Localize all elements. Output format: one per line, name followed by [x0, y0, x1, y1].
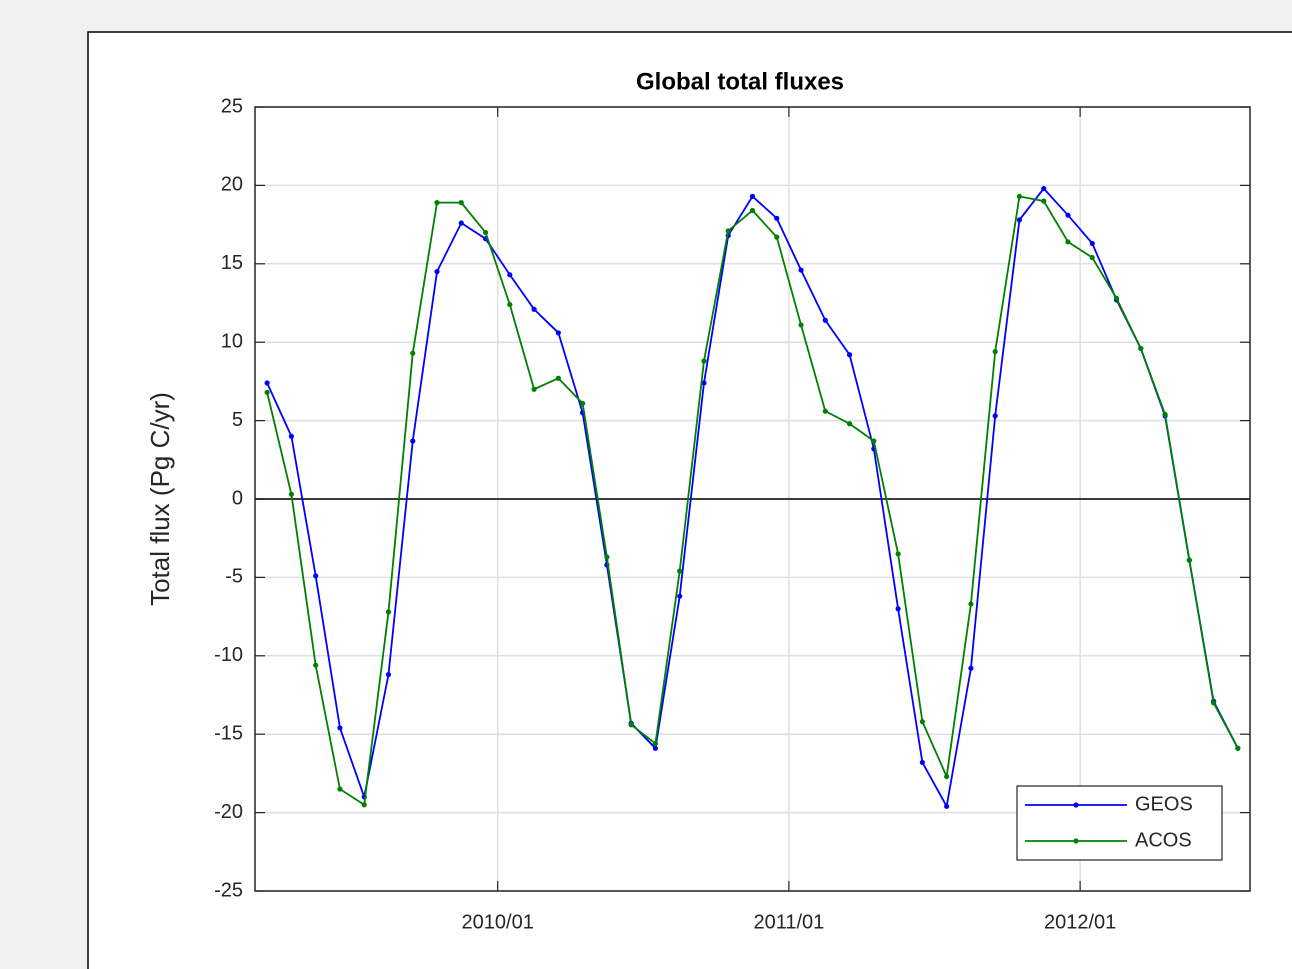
series-marker [822, 317, 828, 323]
series-marker [1162, 411, 1168, 417]
series-marker [1089, 240, 1095, 247]
series-marker [434, 269, 440, 275]
series-marker [1041, 185, 1047, 192]
y-tick-label: -15 [214, 722, 243, 744]
series-marker [628, 722, 634, 728]
series-marker [652, 741, 659, 747]
y-tick-label: 15 [221, 252, 243, 274]
series-marker [798, 322, 804, 328]
legend-marker [1073, 838, 1079, 844]
x-tick-label: 2011/01 [753, 911, 824, 933]
series-marker [1016, 217, 1023, 223]
series-marker [361, 802, 367, 808]
series-marker [288, 433, 295, 439]
series-marker [701, 380, 707, 386]
legend-label: ACOS [1135, 829, 1192, 851]
y-tick-label: -10 [214, 644, 243, 666]
series-marker [701, 358, 707, 364]
y-tick-label: 10 [221, 330, 243, 352]
series-marker [531, 306, 537, 312]
series-marker [846, 421, 853, 427]
series-marker [798, 267, 804, 273]
series-marker [919, 719, 925, 725]
series-marker [410, 350, 416, 356]
series-marker [1065, 239, 1071, 245]
series-marker [337, 725, 343, 731]
series-marker [895, 606, 901, 612]
series-marker [507, 301, 513, 308]
series-marker [264, 389, 270, 395]
series-marker [458, 220, 464, 226]
y-tick-label: 5 [232, 409, 243, 431]
series-marker [677, 593, 683, 599]
series-marker [604, 554, 610, 560]
series-marker [458, 200, 464, 206]
legend-box [1016, 785, 1223, 861]
series-marker [919, 759, 925, 766]
series-marker [580, 400, 586, 406]
series-marker [1235, 745, 1241, 751]
series-marker [507, 272, 513, 278]
series-marker [895, 551, 901, 557]
series-marker [944, 773, 950, 780]
y-tick-label: 20 [221, 174, 243, 196]
series-marker [1041, 198, 1047, 204]
legend-marker [1073, 802, 1079, 808]
series-marker [1186, 557, 1192, 563]
series-marker [1138, 345, 1144, 352]
series-marker [531, 386, 537, 392]
series-marker [725, 228, 731, 234]
series-marker [288, 491, 295, 497]
series-marker [410, 438, 416, 444]
legend-label: GEOS [1135, 793, 1193, 815]
series-marker [1089, 254, 1095, 261]
series-marker [555, 330, 561, 336]
series-marker [749, 207, 756, 214]
series-marker [482, 229, 489, 236]
series-marker [822, 408, 828, 414]
series-marker [652, 745, 659, 751]
series-marker [871, 438, 877, 444]
series-marker [774, 234, 780, 240]
series-marker [385, 609, 392, 615]
series-marker [1065, 212, 1071, 218]
y-tick-label: 0 [232, 487, 243, 509]
y-tick-label: 25 [221, 95, 243, 117]
series-marker [337, 786, 343, 792]
series-marker [1210, 700, 1217, 706]
y-tick-label: -20 [214, 801, 243, 823]
series-marker [992, 413, 998, 419]
series-marker [968, 601, 974, 607]
series-marker [944, 803, 950, 809]
series-marker [434, 200, 440, 206]
chart-title: Global total fluxes [636, 68, 844, 95]
axes-box [254, 106, 1251, 892]
y-axis-label: Total flux (Pg C/yr) [145, 392, 175, 606]
series-marker [313, 573, 319, 579]
series-marker [264, 380, 270, 386]
series-marker [1113, 295, 1120, 301]
series-marker [677, 568, 683, 574]
x-tick-label: 2010/01 [462, 911, 534, 933]
series-marker [846, 352, 853, 358]
series-marker [992, 349, 998, 355]
series-marker [313, 662, 319, 668]
legend: GEOS ACOS [1016, 785, 1223, 861]
x-tick-label: 2012/01 [1044, 911, 1116, 933]
series-marker [1016, 193, 1023, 199]
y-tick-label: -5 [225, 566, 243, 588]
series-marker [555, 375, 561, 381]
series-marker [385, 672, 392, 678]
series-marker [749, 193, 756, 199]
series-marker [774, 215, 780, 221]
y-tick-label: -25 [214, 879, 243, 901]
series-marker [968, 665, 974, 671]
